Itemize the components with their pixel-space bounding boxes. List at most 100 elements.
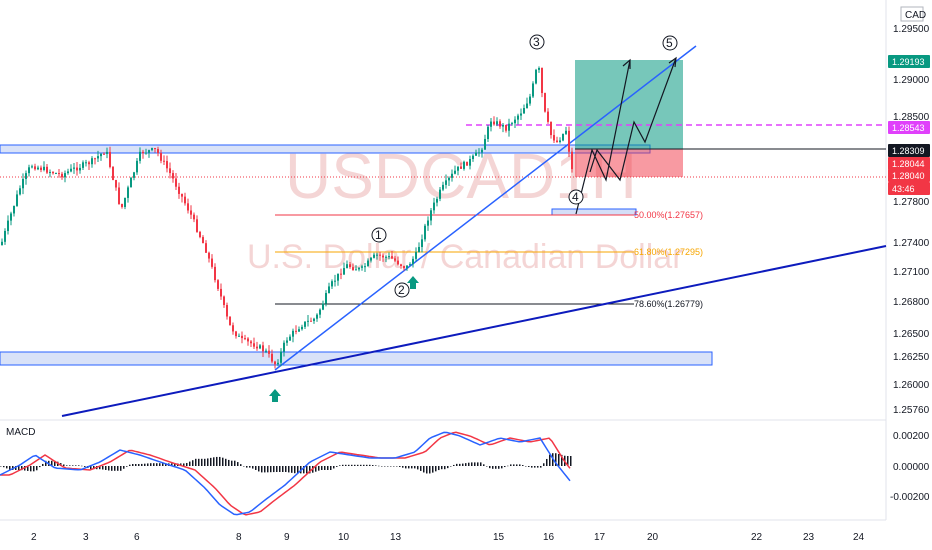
macd-histogram-bar (402, 466, 404, 468)
candle-body (223, 296, 225, 306)
support-zone[interactable] (0, 351, 713, 366)
macd-histogram-bar (237, 462, 239, 466)
candle-body (487, 126, 489, 139)
macd-histogram-bar (477, 462, 479, 466)
candle-body (304, 321, 306, 327)
long-support-line[interactable] (61, 245, 887, 417)
candle-body (31, 166, 33, 168)
candle-body (526, 103, 528, 109)
candle-body (424, 225, 426, 240)
macd-histogram-bar (384, 466, 386, 467)
candle-body (145, 152, 147, 154)
candle-body (553, 135, 555, 141)
price-tick: 1.26250 (893, 352, 930, 363)
candle-body (265, 350, 267, 352)
time-axis[interactable]: 2 3 6 8 9 10 13 15 16 17 20 22 23 24 (31, 532, 865, 543)
projection-path-b (589, 57, 677, 182)
price-axis[interactable] (886, 0, 932, 550)
macd-histogram-bar (234, 460, 236, 466)
macd-histogram-bar (450, 466, 452, 467)
time-tick: 20 (647, 532, 659, 543)
candle-body (361, 266, 363, 268)
candle-body (211, 258, 213, 267)
time-tick: 22 (751, 532, 763, 543)
macd-histogram-bar (93, 466, 95, 470)
candle-body (160, 152, 162, 161)
macd-histogram-bar (279, 466, 281, 472)
macd-histogram-bar (207, 458, 209, 466)
candle-body (112, 166, 114, 180)
candle-body (64, 173, 66, 178)
candle-body (178, 186, 180, 194)
candle-body (1, 241, 3, 245)
macd-histogram-bar (261, 466, 263, 473)
candle-body (46, 166, 48, 173)
macd-histogram-bar (15, 466, 17, 470)
macd-histogram-bar (252, 466, 254, 469)
macd-histogram-bar (294, 466, 296, 474)
macd-histogram-bar (9, 466, 11, 470)
candle-body (4, 230, 6, 242)
macd-histogram-bar (420, 466, 422, 471)
macd-histogram-bar (387, 466, 389, 467)
macd-histogram-bar (123, 466, 125, 469)
candle-body (157, 148, 159, 153)
candle-body (403, 266, 405, 269)
long-position-target[interactable] (575, 60, 683, 149)
macd-histogram-bar (243, 466, 245, 467)
macd-histogram-bar (360, 464, 362, 466)
price-tick: 1.27400 (893, 238, 930, 249)
candle-body (25, 173, 27, 179)
candle-body (499, 121, 501, 127)
candle-body (55, 173, 57, 175)
macd-histogram-bar (171, 463, 173, 466)
macd-histogram-bar (345, 464, 347, 466)
macd-histogram-bar (258, 466, 260, 472)
candle-body (10, 213, 12, 221)
macd-histogram-bar (21, 466, 23, 471)
candle-body (556, 140, 558, 143)
candle-body (352, 267, 354, 271)
candle-body (151, 148, 153, 151)
price-badge-label: 1.28309 (892, 146, 925, 156)
price-badges: 1.29193 1.28543 1.28309 1.28044 1.28040 43:46 (888, 55, 930, 195)
macd-histogram-bar (468, 462, 470, 466)
candle-body (40, 167, 42, 170)
macd-histogram-bar (0, 466, 2, 467)
macd-histogram-bar (498, 466, 500, 469)
macd-histogram-bar (567, 456, 569, 466)
price-badge (888, 169, 930, 182)
price-badge (888, 157, 930, 170)
macd-histogram-bar (510, 464, 512, 466)
candle-body (283, 342, 285, 352)
macd-histogram-bar (399, 466, 401, 467)
candle-body (229, 316, 231, 326)
macd-histogram-bar (219, 456, 221, 466)
macd-histogram-bar (51, 460, 53, 466)
candle-body (208, 252, 210, 259)
candle-body (406, 265, 408, 269)
candle-body (481, 149, 483, 153)
price-badge-label: 1.28543 (892, 123, 925, 133)
wave-labels: 1 2 3 4 5 (371, 34, 678, 298)
macd-histogram-bar (174, 463, 176, 466)
candle-body (433, 202, 435, 211)
candle-body (337, 273, 339, 281)
candle-body (376, 254, 378, 256)
macd-histogram-bar (558, 454, 560, 466)
candle-body (400, 264, 402, 267)
macd-histogram-bar (105, 466, 107, 470)
candle-body (106, 151, 108, 154)
candle-body (28, 167, 30, 174)
wave4-zone[interactable] (551, 208, 637, 216)
wave-5-label: 5 (666, 36, 673, 50)
macd-histogram-bar (144, 463, 146, 466)
macd-histogram-bar (198, 458, 200, 466)
macd-histogram-bar (222, 457, 224, 466)
uptrend-line[interactable] (274, 45, 697, 371)
candle-body (34, 166, 36, 170)
candle-body (268, 350, 270, 354)
macd-histogram-bar (216, 456, 218, 466)
candle-body (340, 273, 342, 275)
